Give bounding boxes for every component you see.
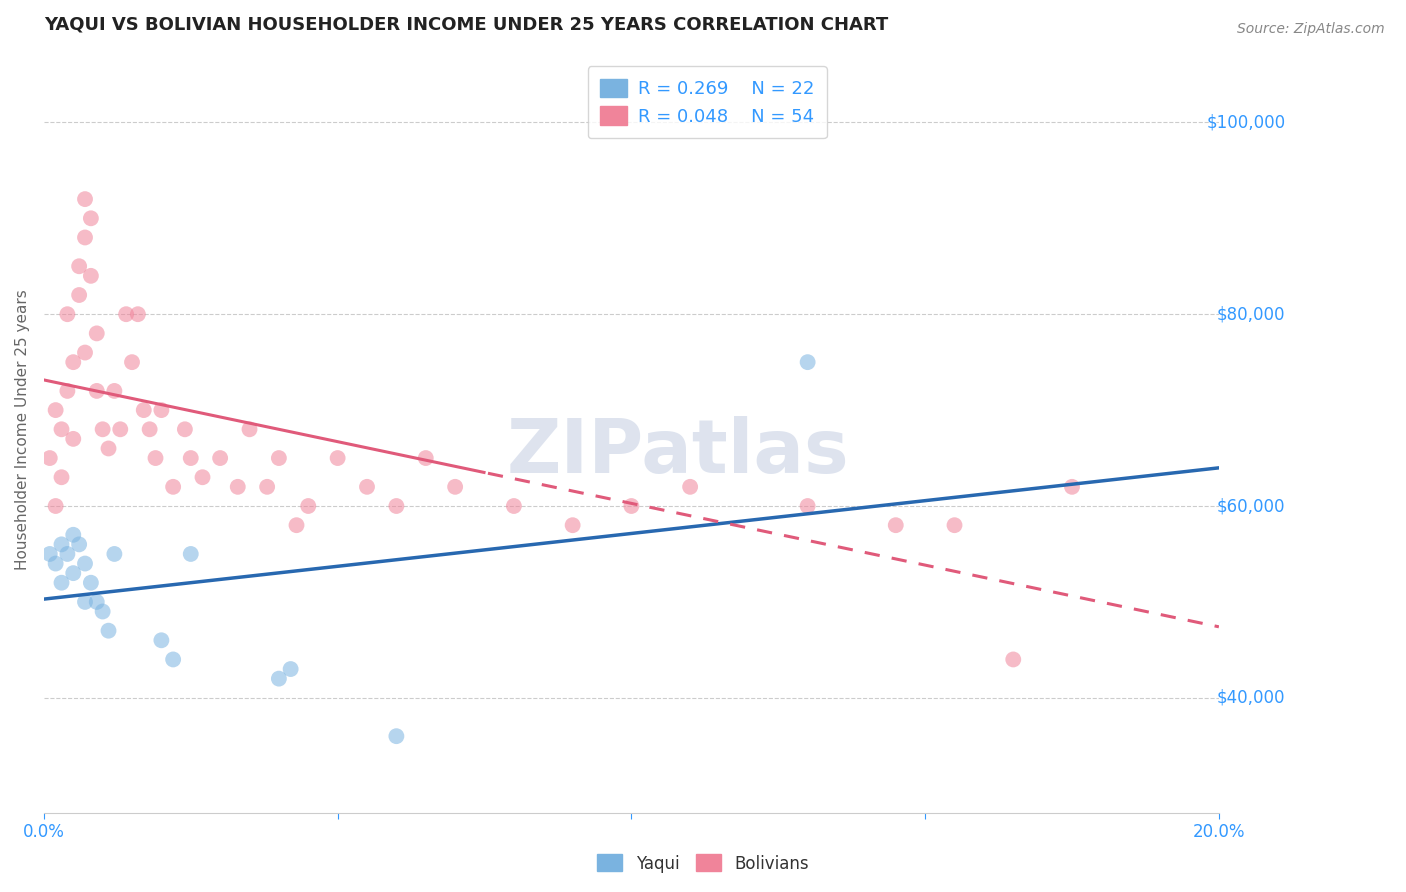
Point (56, 307, 79, 321)
Point (127, 307, 149, 321)
Point (150, 403, 173, 417)
Point (138, 422, 160, 436)
Text: $40,000: $40,000 (1218, 689, 1285, 706)
Point (180, 547, 202, 561)
Point (62, 528, 84, 542)
Point (796, 499, 818, 513)
Text: Source: ZipAtlas.com: Source: ZipAtlas.com (1237, 22, 1385, 37)
Point (86, 595, 108, 609)
Text: YAQUI VS BOLIVIAN HOUSEHOLDER INCOME UNDER 25 YEARS CORRELATION CHART: YAQUI VS BOLIVIAN HOUSEHOLDER INCOME UND… (44, 15, 889, 33)
Point (280, 662, 302, 676)
Point (51, 575, 73, 590)
Point (73, 345, 96, 359)
Point (62, 355, 84, 369)
Point (103, 547, 125, 561)
Point (444, 480, 467, 494)
Point (62, 432, 84, 446)
Point (267, 451, 290, 466)
Point (121, 355, 143, 369)
Point (56, 547, 79, 561)
Point (73, 192, 96, 206)
Point (226, 480, 249, 494)
Legend: Yaqui, Bolivians: Yaqui, Bolivians (591, 847, 815, 880)
Point (56, 384, 79, 398)
Point (884, 518, 907, 533)
Point (45, 403, 67, 417)
Point (173, 422, 195, 436)
Point (620, 499, 643, 513)
Point (256, 480, 278, 494)
Point (297, 499, 319, 513)
Point (73, 557, 96, 571)
Text: $100,000: $100,000 (1206, 113, 1285, 131)
Point (145, 451, 167, 466)
Point (45, 499, 67, 513)
Point (51, 537, 73, 551)
Point (115, 307, 138, 321)
Point (943, 518, 966, 533)
Point (67, 537, 90, 551)
Point (86, 384, 108, 398)
Point (80, 268, 103, 283)
Point (51, 470, 73, 484)
Point (679, 480, 702, 494)
Point (38, 451, 60, 466)
Point (91, 605, 114, 619)
Point (162, 652, 184, 666)
Point (385, 729, 408, 743)
Point (91, 422, 114, 436)
Point (267, 672, 290, 686)
Point (80, 211, 103, 226)
Legend: R = 0.269    N = 22, R = 0.048    N = 54: R = 0.269 N = 22, R = 0.048 N = 54 (588, 66, 827, 138)
Point (73, 595, 96, 609)
Point (285, 518, 308, 533)
Point (62, 566, 84, 581)
Point (162, 480, 184, 494)
Point (45, 557, 67, 571)
Point (97, 442, 120, 456)
Point (103, 384, 125, 398)
Point (796, 355, 818, 369)
Point (561, 518, 583, 533)
Point (385, 499, 408, 513)
Point (356, 480, 378, 494)
Y-axis label: Householder Income Under 25 years: Householder Income Under 25 years (15, 289, 30, 570)
Point (326, 451, 349, 466)
Point (415, 451, 437, 466)
Point (80, 575, 103, 590)
Point (67, 259, 90, 273)
Point (67, 288, 90, 302)
Text: $60,000: $60,000 (1218, 497, 1285, 515)
Point (191, 470, 214, 484)
Point (86, 326, 108, 341)
Point (97, 624, 120, 638)
Point (51, 422, 73, 436)
Text: $80,000: $80,000 (1218, 305, 1285, 323)
Text: ZIPatlas: ZIPatlas (508, 416, 849, 489)
Point (150, 633, 173, 648)
Point (209, 451, 232, 466)
Point (73, 230, 96, 244)
Point (238, 422, 260, 436)
Point (502, 499, 524, 513)
Point (132, 403, 155, 417)
Point (38, 547, 60, 561)
Point (1060, 480, 1083, 494)
Point (110, 422, 132, 436)
Point (1002, 652, 1025, 666)
Point (180, 451, 202, 466)
